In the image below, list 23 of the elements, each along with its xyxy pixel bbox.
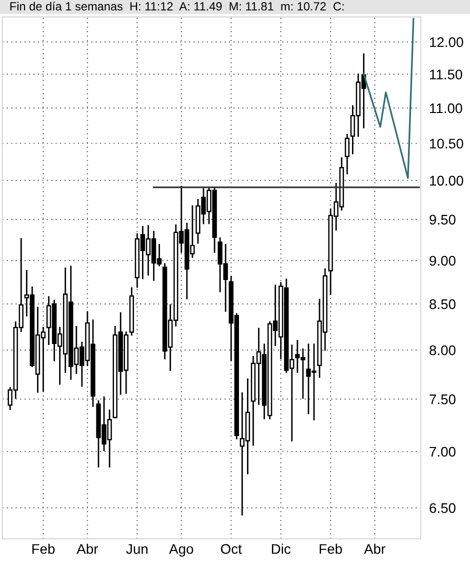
candlestick: [344, 134, 350, 174]
y-tick-label: 10.00: [430, 176, 464, 186]
x-tick-label: Feb: [320, 544, 342, 554]
x-tick-label: Oct: [220, 544, 242, 554]
chart-title: Fin de día 1 semanas H: 11:12 A: 11.49 M: 11.81 m: 10.72 C:: [10, 2, 344, 11]
y-tick-label: 11.50: [430, 70, 462, 80]
y-tick-label: 10.50: [430, 138, 464, 149]
y-tick-label: 6.50: [430, 503, 456, 513]
y-tick-label: 9.50: [430, 214, 456, 225]
y-tick-label: 8.50: [430, 299, 456, 310]
x-tick-label: Jun: [126, 544, 148, 554]
y-tick-label: 7.00: [430, 446, 456, 457]
x-tick-label: Abr: [76, 544, 98, 554]
line-series: [362, 18, 414, 180]
y-tick-label: 7.50: [430, 394, 456, 404]
x-tick-label: Dic: [272, 544, 291, 554]
y-tick-label: 8.00: [430, 345, 456, 356]
y-tick-label: 9.00: [430, 256, 456, 266]
x-tick-label: Ago: [169, 544, 194, 557]
y-tick-label: 11.00: [430, 103, 462, 114]
x-tick-label: Feb: [32, 544, 55, 554]
y-tick-label: 12.00: [430, 37, 464, 48]
x-tick-label: Abr: [364, 544, 386, 554]
